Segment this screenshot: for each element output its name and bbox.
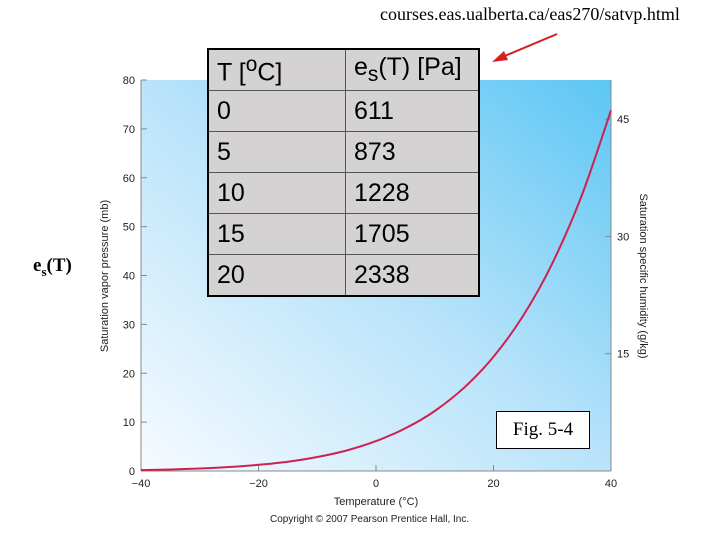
cell-es: 1705 [345, 213, 480, 255]
cell-temperature: 10 [207, 172, 346, 214]
table-row: 10 1228 [207, 172, 480, 214]
y-tick-label: 30 [123, 319, 135, 331]
es-label-sub: s [41, 263, 47, 279]
y2-tick-label: 45 [617, 114, 629, 126]
cell-temperature: 20 [207, 254, 346, 297]
es-label-main: e [33, 255, 42, 276]
y-tick-label: 40 [123, 271, 135, 283]
y2-axis-label: Saturation specific humidity (g/kg) [637, 193, 649, 358]
cell-es: 2338 [345, 254, 480, 297]
y-tick-label: 80 [123, 75, 135, 87]
source-arrow [492, 33, 558, 62]
data-table: T [oC] es(T) [Pa] 0 611 5 873 10 1228 15 170… [207, 48, 480, 297]
cell-temperature: 5 [207, 131, 346, 173]
x-tick-label: 40 [605, 478, 617, 490]
x-axis-label: Temperature (°C) [334, 496, 418, 508]
y-tick-label: 60 [123, 173, 135, 185]
cell-temperature: 15 [207, 213, 346, 255]
cell-es: 873 [345, 131, 480, 173]
es-label-rest: (T) [46, 255, 72, 276]
cell-es: 1228 [345, 172, 480, 214]
header-temperature: T [oC] [207, 48, 346, 91]
y-axis-label: Saturation vapor pressure (mb) [99, 200, 111, 352]
x-tick-label: 0 [373, 478, 379, 490]
table-row: 0 611 [207, 90, 480, 132]
y-tick-label: 10 [123, 417, 135, 429]
source-url: courses.eas.ualberta.ca/eas270/satvp.htm… [380, 4, 680, 24]
es-label: es(T) [33, 255, 72, 280]
table-row: 15 1705 [207, 213, 480, 255]
table-row: 5 873 [207, 131, 480, 173]
figure-label: Fig. 5-4 [496, 411, 590, 449]
y2-axis-ticks: 15 30 45 [605, 114, 629, 361]
copyright: Copyright © 2007 Pearson Prentice Hall, … [270, 514, 470, 525]
cell-temperature: 0 [207, 90, 346, 132]
cell-es: 611 [345, 90, 480, 132]
y-tick-label: 70 [123, 124, 135, 136]
table-header-row: T [oC] es(T) [Pa] [207, 48, 480, 91]
y-tick-label: 20 [123, 368, 135, 380]
series-line [140, 109, 612, 472]
y-tick-label: 50 [123, 222, 135, 234]
y2-tick-label: 30 [617, 231, 629, 243]
header-es: es(T) [Pa] [345, 48, 480, 91]
y2-tick-label: 15 [617, 349, 629, 361]
table-row: 20 2338 [207, 254, 480, 297]
x-tick-label: −40 [132, 478, 151, 490]
x-tick-label: 20 [487, 478, 499, 490]
y-tick-label: 0 [129, 466, 135, 478]
x-tick-label: −20 [249, 478, 268, 490]
y-axis-ticks: 0 10 20 30 40 50 60 70 80 [123, 75, 147, 478]
